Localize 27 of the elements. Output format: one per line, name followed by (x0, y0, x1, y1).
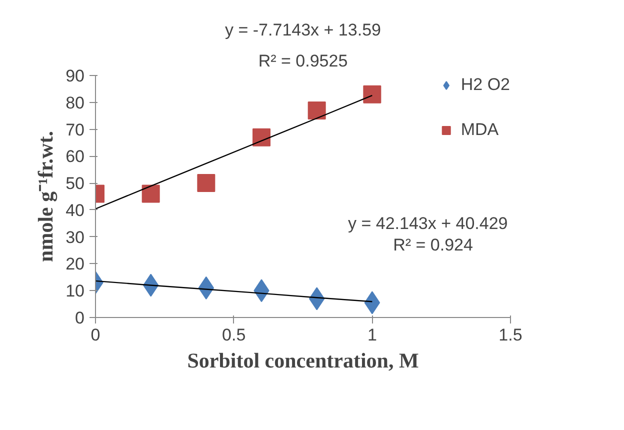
point (252, 128, 270, 146)
annotation: R² = 0.924 (393, 235, 473, 254)
y-tick-label: 80 (66, 93, 85, 112)
x-tick-label: 0.5 (222, 326, 246, 344)
x-tick-label: 1.5 (498, 326, 522, 344)
y-tick-label: 20 (66, 254, 85, 274)
point (142, 184, 160, 203)
y-tick-label: 30 (66, 228, 85, 247)
text: R² = 0.9525 (258, 52, 348, 70)
y-tick-label: 60 (66, 147, 85, 166)
text: y = -7.7143x + 13.59 (225, 20, 381, 40)
y-tick-label: 0 (75, 308, 85, 328)
annotation: y = 42.143x + 40.429 (348, 214, 508, 233)
legend-label: MDA (460, 120, 499, 140)
x-tick-label: 1 (367, 326, 377, 344)
y-tick-label: 50 (66, 174, 85, 194)
legend-label: H2 O2 (460, 75, 510, 95)
point (308, 101, 326, 120)
point (363, 85, 382, 104)
x-axis-title: Sorbitol concentration, M (187, 348, 419, 372)
y-tick-label: 70 (66, 120, 85, 140)
y-tick-label: 90 (66, 66, 85, 86)
y-tick-label: 40 (66, 200, 85, 220)
point (197, 174, 216, 192)
x-tick-label: 0 (90, 326, 100, 344)
y-axis-title: nmole g⁻¹fr.wt. (34, 131, 58, 262)
y-tick-label: 10 (66, 282, 85, 301)
